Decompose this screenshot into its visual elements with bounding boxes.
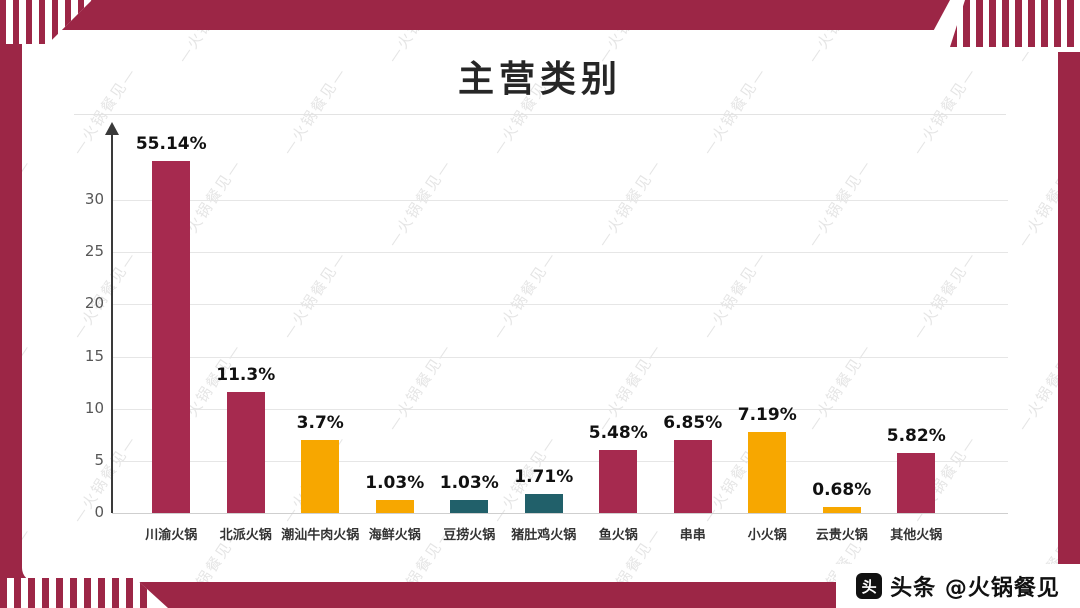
y-axis-tick-label: 30: [84, 190, 104, 209]
bar-value-label: 5.48%: [588, 423, 648, 444]
bar: [748, 432, 787, 513]
bar-value-label: 1.03%: [365, 473, 425, 493]
gridline: [112, 408, 1008, 410]
bar: [599, 450, 638, 513]
y-axis-line: [111, 134, 113, 513]
bar: [450, 500, 489, 513]
category-label: 串串: [679, 528, 706, 543]
category-label: 猪肚鸡火锅: [511, 528, 577, 543]
decorative-stripes: [950, 0, 1080, 47]
bar-value-label: 3.7%: [296, 413, 344, 433]
y-axis-tick-label: 20: [84, 294, 104, 313]
bar-chart: 55.14% 川渝火锅 11.3% 北派火锅 3.7% 潮汕牛肉火锅 1.03% 海鲜火锅 1.…: [22, 30, 1058, 582]
bar: [301, 440, 340, 513]
y-axis-tick-label: 5: [94, 450, 104, 469]
gridline: [112, 252, 1008, 254]
bar-value-label: 1.71%: [514, 466, 574, 487]
gridline: [112, 356, 1008, 358]
bar: [524, 493, 563, 513]
title-underline: [74, 114, 1006, 115]
gridline: [112, 460, 1008, 462]
bar-group: 5.82% 其他火锅: [879, 30, 954, 543]
content-card: —火锅餐见— —火锅餐见— —火锅餐见— —火锅餐见— —火锅餐见— —火锅餐见— —火锅餐…: [22, 30, 1058, 582]
category-label: 北派火锅: [219, 528, 272, 543]
decorative-stripes-top-right: [922, 0, 1080, 52]
credit-text: 头条 @火锅餐见: [890, 576, 1060, 601]
bar-group: 0.68% 云贵火锅: [805, 30, 880, 543]
decorative-stripes-bottom-left: [0, 578, 168, 608]
bar-value-label: 55.14%: [135, 133, 207, 154]
category-label: 潮汕牛肉火锅: [281, 528, 360, 543]
bar-group: 1.71% 猪肚鸡火锅: [507, 30, 582, 543]
gridline: [112, 200, 1008, 202]
gridline: [112, 513, 1008, 514]
bar-value-label: 11.3%: [216, 365, 276, 385]
bar-value-label: 0.68%: [812, 479, 872, 500]
y-axis-arrow-icon: [105, 122, 119, 135]
bar-group: 1.03% 海鲜火锅: [358, 30, 433, 543]
category-label: 小火锅: [747, 528, 787, 543]
bar-group: 1.03% 豆捞火锅: [432, 30, 507, 543]
bar-value-label: 1.03%: [439, 473, 499, 493]
y-axis-tick-label: 10: [84, 398, 104, 417]
category-label: 云贵火锅: [815, 528, 868, 543]
category-label: 鱼火锅: [598, 528, 638, 543]
page-title: 主营类别: [457, 59, 622, 100]
gridline: [112, 304, 1008, 306]
bar-group: 5.48% 鱼火锅: [581, 30, 656, 543]
category-label: 海鲜火锅: [368, 528, 421, 543]
category-label: 川渝火锅: [145, 528, 198, 543]
bar: [152, 160, 191, 513]
bar: [822, 506, 861, 513]
y-axis-tick-label: 0: [94, 503, 104, 521]
bar-group: 55.14% 川渝火锅: [134, 30, 209, 544]
bar-value-label: 5.82%: [886, 426, 946, 446]
credit-bar: 头 头条 @火锅餐见: [836, 564, 1080, 608]
bar: [226, 392, 265, 513]
bar-value-label: 7.19%: [737, 405, 797, 426]
toutiao-logo-icon: 头: [856, 573, 883, 599]
category-label: 豆捞火锅: [443, 528, 496, 543]
category-label: 其他火锅: [890, 528, 943, 543]
bar: [897, 453, 936, 513]
y-axis-tick-label: 25: [84, 242, 104, 261]
y-axis-tick-label: 15: [84, 346, 104, 365]
bar: [673, 440, 712, 513]
bar-group: 7.19% 小火锅: [730, 30, 805, 543]
bar-group: 11.3% 北派火锅: [209, 30, 284, 543]
bar: [375, 500, 414, 513]
bars-container: 55.14% 川渝火锅 11.3% 北派火锅 3.7% 潮汕牛肉火锅 1.03% 海鲜火锅 1.…: [134, 30, 954, 544]
bar-group: 3.7% 潮汕牛肉火锅: [281, 30, 359, 543]
bar-group: 6.85% 串串: [656, 30, 731, 543]
bar-value-label: 6.85%: [663, 413, 723, 433]
